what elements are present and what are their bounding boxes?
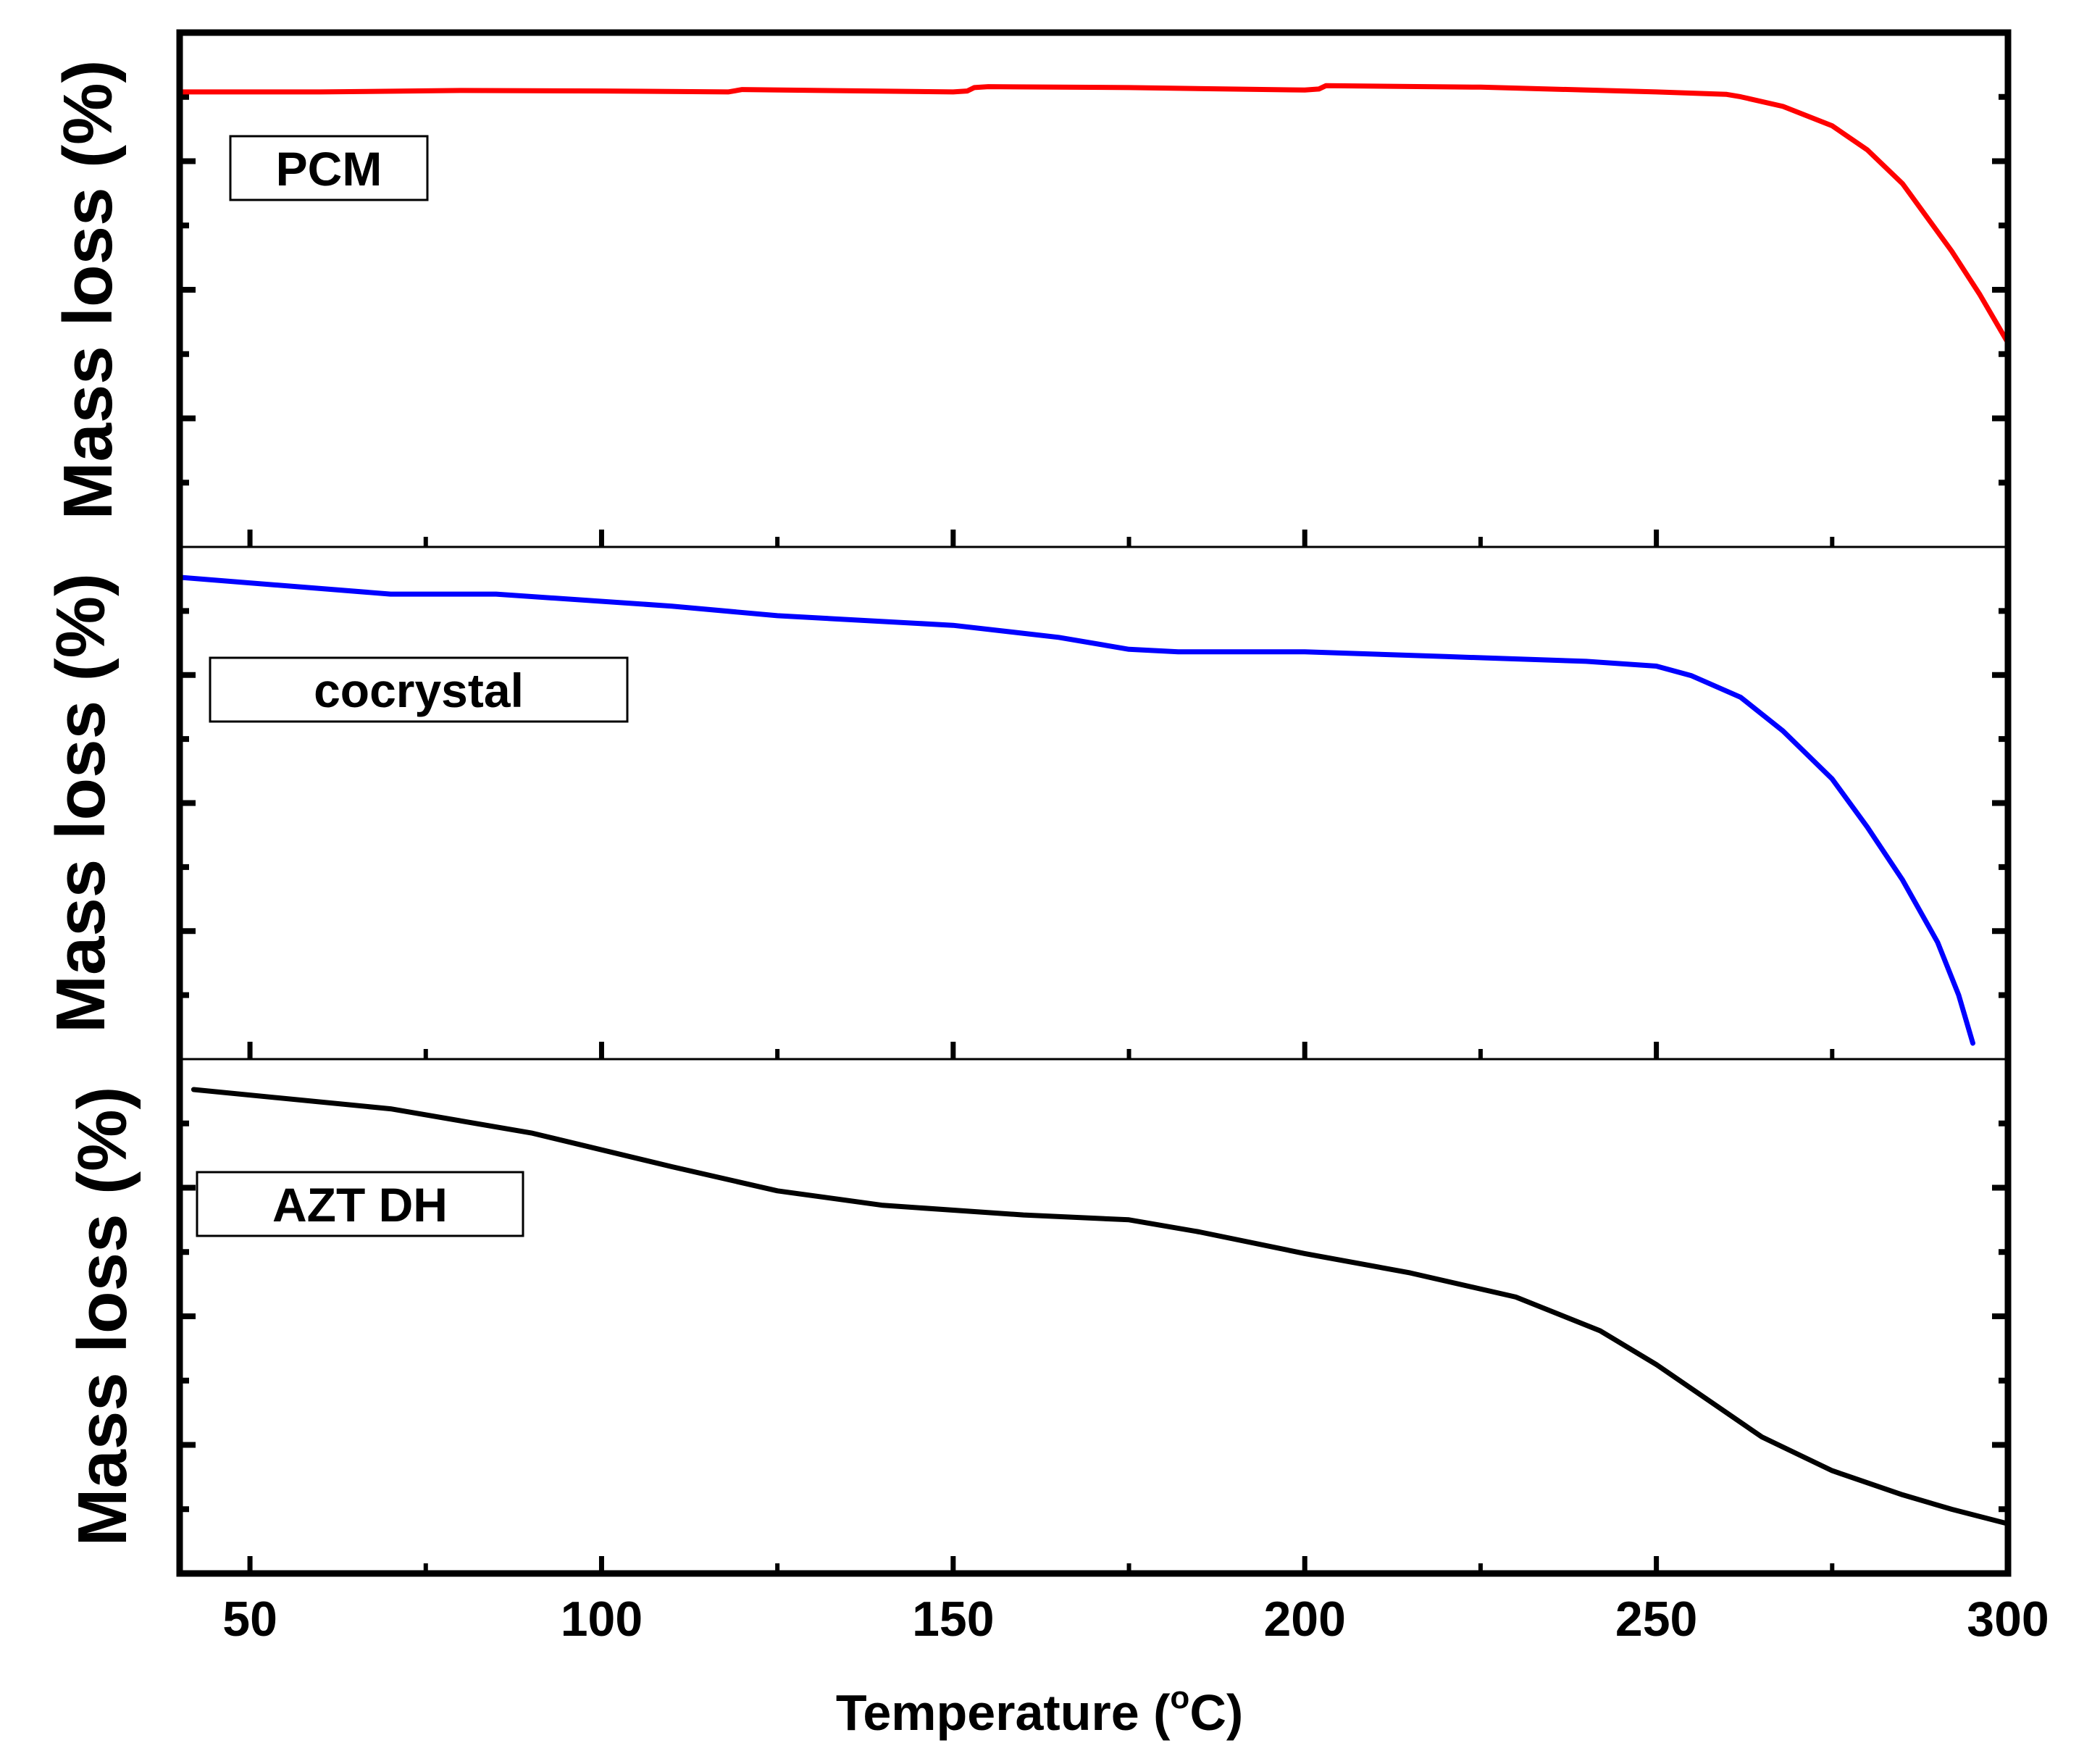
x-axis-label-prefix: Temperature (	[836, 1684, 1171, 1741]
y-axis-label: Mass loss (%)	[49, 60, 127, 520]
panel-label: cocrystal	[314, 664, 524, 717]
x-tick-label: 100	[561, 1592, 643, 1647]
y-axis-label: Mass loss (%)	[64, 1087, 141, 1547]
panel-label: PCM	[276, 142, 382, 196]
x-tick-label: 200	[1263, 1592, 1345, 1647]
panel-label-box	[196, 1171, 524, 1237]
panel-1: cocrystal	[177, 574, 2008, 1046]
series-line-azt-dh	[191, 1087, 2011, 1526]
x-tick-label: 250	[1615, 1592, 1697, 1647]
plot-frame	[176, 29, 2012, 1577]
panel-label-box	[209, 656, 629, 723]
axes-border	[176, 29, 2012, 1577]
panel-0: PCM	[177, 83, 2011, 486]
y-axis-label: Mass loss (%)	[42, 573, 120, 1033]
x-tick-label: 150	[912, 1592, 994, 1647]
x-tick-label: 50	[222, 1592, 277, 1647]
x-axis-label-degree: o	[1170, 1680, 1189, 1715]
panel-label: AZT DH	[272, 1178, 448, 1232]
x-tick-label: 300	[1967, 1592, 2049, 1647]
x-axis-label: Temperature (oC)	[836, 1680, 1243, 1741]
x-axis-label-suffix: C)	[1189, 1684, 1243, 1741]
series-line-cocrystal	[177, 574, 1975, 1046]
panel-2: AZT DH	[180, 1087, 2011, 1526]
series-line-pcm	[177, 83, 2011, 346]
panel-label-box	[229, 135, 429, 201]
